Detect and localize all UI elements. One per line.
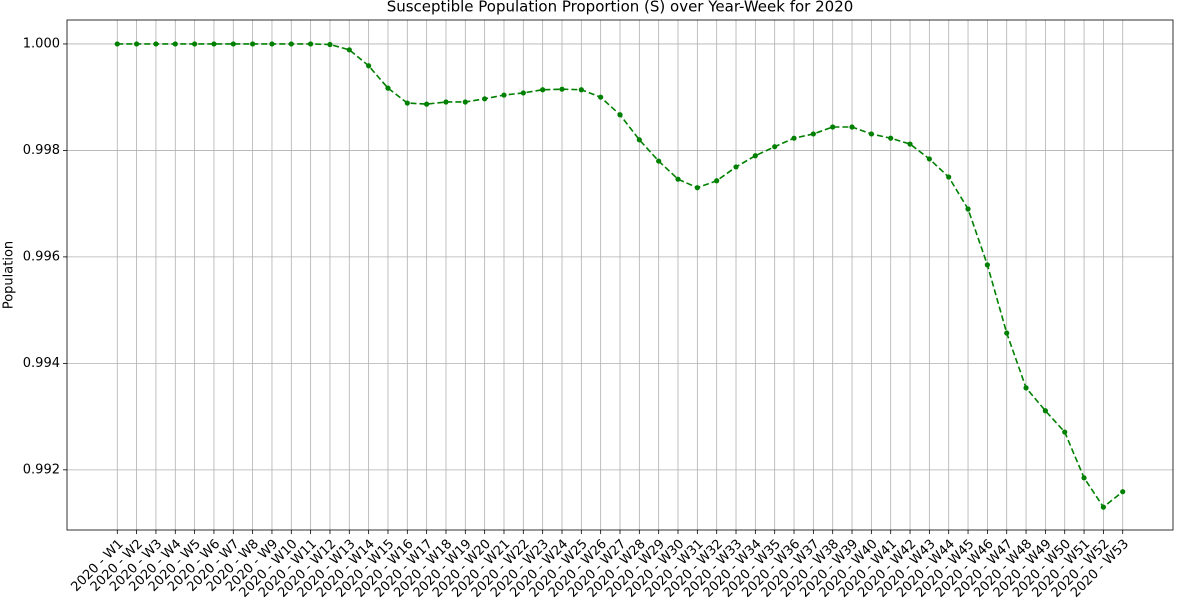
data-point	[617, 112, 623, 118]
data-point	[134, 41, 140, 47]
data-point	[907, 141, 913, 147]
data-point	[772, 144, 778, 150]
plot-frame	[66, 19, 1174, 531]
data-point	[946, 174, 952, 180]
y-tick-label: 1.000	[23, 36, 60, 51]
data-point	[288, 41, 294, 47]
data-point	[501, 92, 507, 98]
data-point	[1120, 489, 1126, 495]
data-point	[888, 135, 894, 141]
y-tick-label: 0.992	[23, 462, 60, 477]
data-point	[443, 99, 449, 105]
data-point	[675, 176, 681, 182]
data-point	[424, 101, 430, 107]
data-point	[849, 124, 855, 130]
data-point	[192, 41, 198, 47]
data-point	[598, 94, 604, 100]
data-point	[366, 63, 372, 69]
data-point	[559, 86, 565, 92]
y-tick-label: 0.998	[23, 143, 60, 158]
data-point	[733, 164, 739, 170]
y-axis-label: Population	[2, 241, 17, 309]
data-point	[269, 41, 275, 47]
data-point	[462, 99, 468, 105]
data-point	[578, 87, 584, 93]
data-point	[327, 41, 333, 48]
data-point	[346, 47, 352, 53]
data-point	[520, 90, 526, 96]
data-point	[230, 41, 236, 47]
data-point	[250, 41, 256, 47]
data-point	[984, 262, 990, 268]
data-point	[810, 131, 816, 137]
data-point	[1100, 504, 1106, 510]
data-point	[1062, 429, 1068, 435]
data-point	[385, 85, 391, 91]
data-point	[211, 41, 217, 47]
y-tick-label: 0.996	[23, 249, 60, 264]
data-point	[404, 100, 410, 106]
data-point	[308, 41, 314, 47]
data-point	[965, 206, 971, 212]
y-tick-label: 0.994	[23, 356, 60, 371]
data-point	[153, 41, 159, 47]
data-point	[1042, 408, 1048, 414]
data-point	[868, 131, 874, 137]
data-point	[1004, 330, 1010, 336]
data-point	[172, 41, 178, 47]
data-point	[1081, 475, 1087, 481]
chart-title: Susceptible Population Proportion (S) ov…	[387, 0, 854, 16]
data-point	[926, 156, 932, 162]
data-point	[114, 41, 120, 47]
data-point	[1023, 385, 1029, 391]
data-point	[791, 135, 797, 141]
data-point	[540, 87, 546, 93]
data-point	[830, 124, 836, 130]
data-point	[694, 185, 700, 191]
data-point	[482, 96, 488, 102]
data-point	[656, 158, 662, 164]
data-point	[752, 153, 758, 159]
data-point	[714, 178, 720, 184]
data-point	[636, 137, 642, 143]
